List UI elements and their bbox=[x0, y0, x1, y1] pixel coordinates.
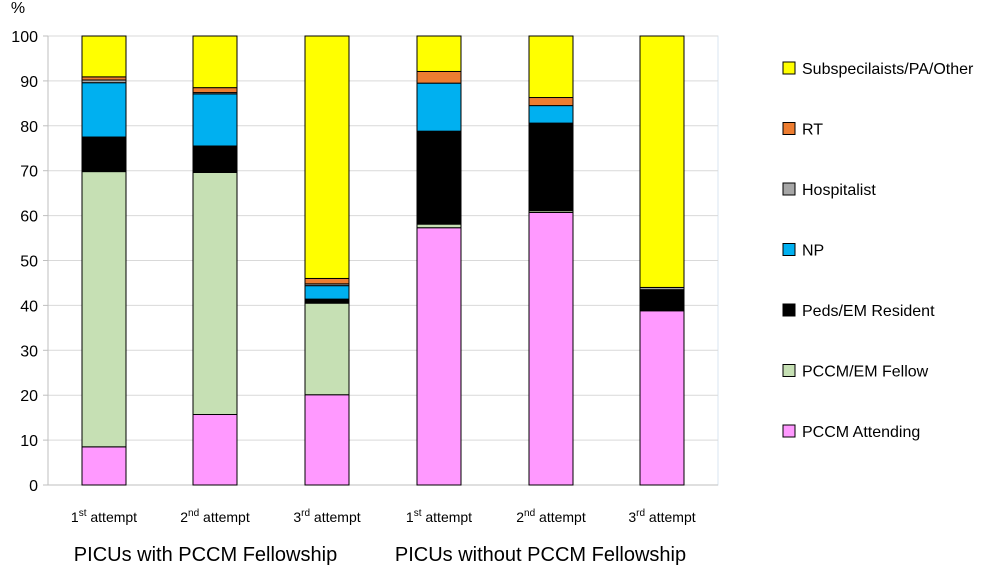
x-tick-label-suffix: nd bbox=[524, 508, 535, 519]
bar-segment-subspecilaists-pa-other-3 bbox=[416, 35, 462, 72]
bar-segment-subspecilaists-pa-other-1 bbox=[192, 35, 238, 89]
y-tick-label: 80 bbox=[20, 119, 38, 136]
bar-segment-pccm-em-fellow-0 bbox=[81, 171, 127, 448]
y-tick-label: 30 bbox=[20, 343, 38, 360]
y-axis-label: % bbox=[11, 0, 25, 17]
y-tick-label: 20 bbox=[20, 388, 38, 405]
x-tick-label-number: 3 bbox=[628, 509, 636, 525]
bar-segment-pccm-attending-4 bbox=[528, 211, 574, 486]
axes: 0 10 20 30 40 50 60 70 80 90 100% bbox=[11, 0, 718, 495]
x-tick-label-suffix: st bbox=[79, 508, 87, 519]
bar-segment-subspecilaists-pa-other-5 bbox=[639, 35, 685, 288]
y-tick-label: 90 bbox=[20, 74, 38, 91]
bar-segment-pccm-attending-5 bbox=[639, 310, 685, 486]
legend-swatch bbox=[782, 424, 796, 438]
x-tick-label: 3rd attempt bbox=[628, 508, 695, 525]
x-tick-label: 1st attempt bbox=[406, 508, 472, 525]
bar-segment-np-1 bbox=[192, 93, 238, 147]
x-tick-label-suffix: rd bbox=[636, 508, 645, 519]
legend-label: PCCM/EM Fellow bbox=[802, 364, 929, 381]
legend-swatch bbox=[782, 303, 796, 317]
legend-label: Peds/EM Resident bbox=[802, 303, 935, 320]
x-tick-label-number: 3 bbox=[293, 509, 301, 525]
gridlines bbox=[47, 35, 719, 486]
x-tick-label-suffix: nd bbox=[188, 508, 199, 519]
bar-segment-np-3 bbox=[416, 82, 462, 132]
bar-segment-pccm-em-fellow-3 bbox=[416, 223, 462, 229]
bar-segment-subspecilaists-pa-other-0 bbox=[81, 35, 127, 78]
x-tick-label-text: attempt bbox=[86, 509, 137, 525]
x-tick-label-text: attempt bbox=[310, 509, 361, 525]
group-label: PICUs without PCCM Fellowship bbox=[395, 544, 686, 566]
legend-label: RT bbox=[802, 122, 823, 139]
bar-segment-rt-3 bbox=[416, 70, 462, 84]
legend: PCCM Attending PCCM/EM Fellow Peds/EM Resi… bbox=[782, 61, 974, 441]
legend-swatch bbox=[782, 243, 796, 256]
bar-segment-rt-2 bbox=[304, 277, 350, 285]
bar-segment-pccm-attending-0 bbox=[81, 446, 127, 486]
bar-segment-rt-1 bbox=[192, 87, 238, 94]
bar-segment-pccm-attending-3 bbox=[416, 227, 462, 486]
x-tick-label: 2nd attempt bbox=[516, 508, 586, 525]
y-tick-label: 50 bbox=[20, 254, 38, 271]
y-tick-label: 10 bbox=[20, 433, 38, 450]
bar-segment-pccm-attending-1 bbox=[192, 414, 238, 486]
x-tick-label-text: attempt bbox=[535, 509, 586, 525]
legend-swatch bbox=[782, 364, 796, 377]
y-tick-label: 70 bbox=[20, 164, 38, 181]
legend-label: Subspecilaists/PA/Other bbox=[802, 61, 974, 78]
bar-segment-peds-em-resident-0 bbox=[81, 136, 127, 173]
y-tick-label: 60 bbox=[20, 209, 38, 226]
x-tick-label-suffix: rd bbox=[301, 508, 310, 519]
x-tick-label-text: attempt bbox=[199, 509, 250, 525]
legend-swatch bbox=[782, 122, 796, 135]
x-tick-label-text: attempt bbox=[645, 509, 696, 525]
bar-segment-np-0 bbox=[81, 82, 127, 138]
x-tick-label: 2nd attempt bbox=[180, 508, 250, 525]
bar-segment-subspecilaists-pa-other-2 bbox=[304, 35, 350, 279]
y-tick-label: 0 bbox=[29, 478, 38, 495]
bar-segment-pccm-attending-2 bbox=[304, 394, 350, 486]
x-tick-label-number: 1 bbox=[71, 509, 79, 525]
x-tick-label-number: 1 bbox=[406, 509, 414, 525]
bar-segment-np-2 bbox=[304, 285, 350, 300]
y-tick-label: 100 bbox=[11, 29, 38, 46]
bar-segment-np-4 bbox=[528, 105, 574, 124]
legend-label: PCCM Attending bbox=[802, 424, 920, 441]
x-tick-label-text: attempt bbox=[421, 509, 472, 525]
x-tick-label: 3rd attempt bbox=[293, 508, 360, 525]
category-labels: 1st attempt 2nd attempt 3rd attempt 1st att… bbox=[71, 508, 696, 566]
x-tick-label-suffix: st bbox=[414, 508, 422, 519]
legend-label: Hospitalist bbox=[802, 182, 876, 199]
bar-segment-pccm-em-fellow-2 bbox=[304, 302, 350, 396]
bar-segment-rt-4 bbox=[528, 97, 574, 107]
bar-segment-peds-em-resident-2 bbox=[304, 298, 350, 304]
bar-segment-peds-em-resident-4 bbox=[528, 122, 574, 212]
legend-label: NP bbox=[802, 243, 824, 260]
legend-swatch bbox=[782, 61, 796, 75]
bar-segment-peds-em-resident-1 bbox=[192, 145, 238, 173]
bar-segment-subspecilaists-pa-other-4 bbox=[528, 35, 574, 99]
bar-segment-peds-em-resident-5 bbox=[639, 289, 685, 312]
x-tick-label-number: 2 bbox=[516, 509, 524, 525]
bar-segment-peds-em-resident-3 bbox=[416, 130, 462, 225]
x-tick-label-number: 2 bbox=[180, 509, 188, 525]
group-label: PICUs with PCCM Fellowship bbox=[74, 544, 337, 566]
bars bbox=[81, 35, 685, 486]
bar-segment-pccm-em-fellow-1 bbox=[192, 171, 238, 416]
x-tick-label: 1st attempt bbox=[71, 508, 137, 525]
legend-swatch bbox=[782, 182, 796, 196]
y-tick-label: 40 bbox=[20, 298, 38, 315]
